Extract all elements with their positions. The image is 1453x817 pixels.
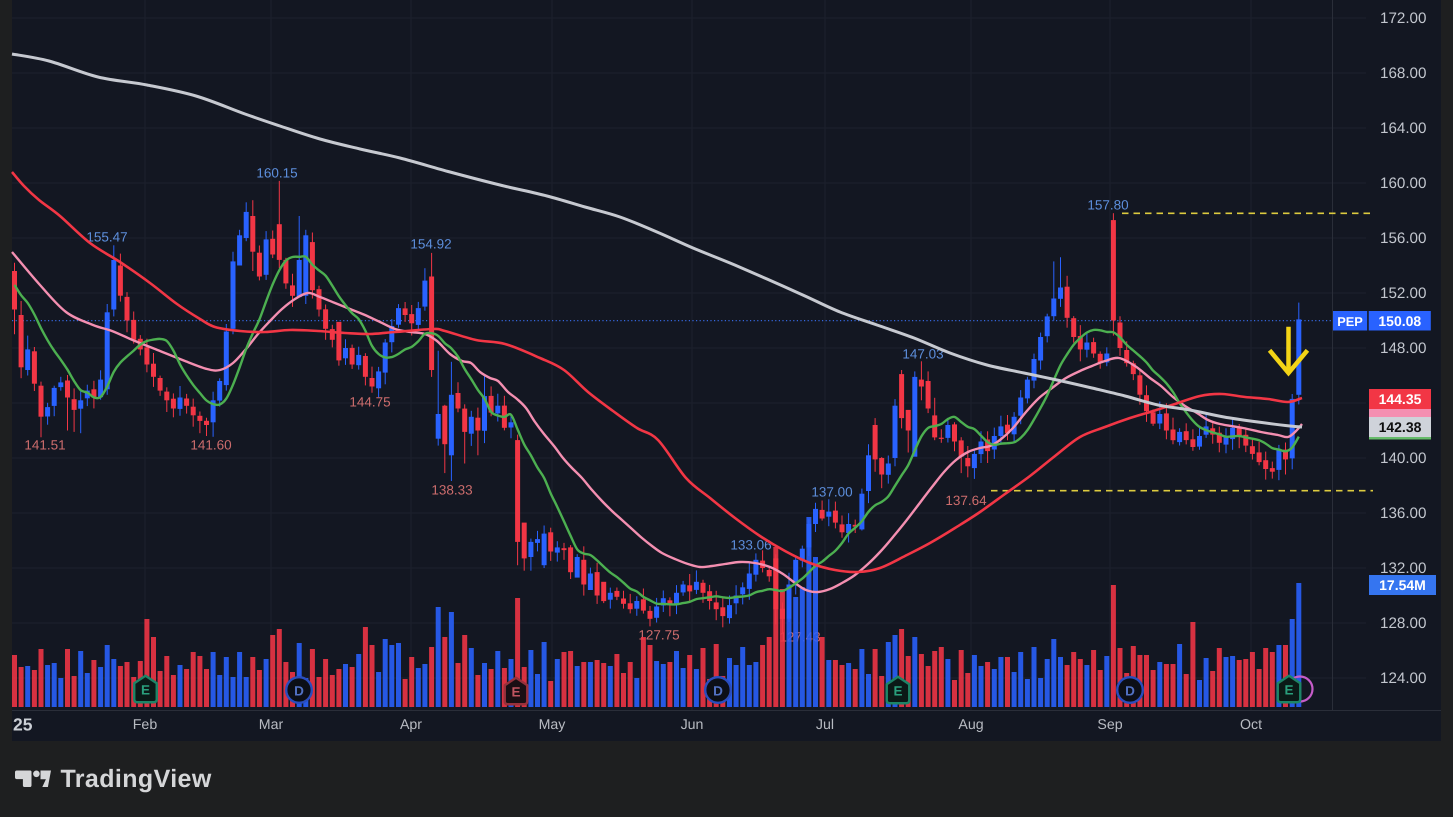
svg-text:147.03: 147.03 (902, 347, 943, 362)
svg-text:Aug: Aug (958, 717, 983, 733)
svg-text:E: E (1284, 683, 1293, 698)
svg-text:168.00: 168.00 (1380, 65, 1426, 82)
svg-text:Apr: Apr (400, 717, 422, 733)
svg-text:157.80: 157.80 (1087, 198, 1128, 213)
svg-text:D: D (294, 684, 304, 699)
svg-text:132.00: 132.00 (1380, 560, 1426, 577)
svg-text:124.00: 124.00 (1380, 670, 1426, 687)
svg-text:155.47: 155.47 (86, 230, 127, 245)
svg-text:May: May (539, 717, 567, 733)
svg-text:Oct: Oct (1240, 717, 1262, 733)
svg-text:TradingView: TradingView (61, 765, 212, 793)
svg-text:142.38: 142.38 (1379, 419, 1422, 435)
svg-text:D: D (1125, 684, 1135, 699)
svg-text:Jun: Jun (681, 717, 704, 733)
svg-text:138.33: 138.33 (431, 483, 472, 498)
svg-text:E: E (893, 684, 902, 699)
svg-text:148.00: 148.00 (1380, 340, 1426, 357)
svg-text:25: 25 (13, 715, 33, 735)
svg-text:141.51: 141.51 (24, 438, 65, 453)
svg-text:136.00: 136.00 (1380, 505, 1426, 522)
svg-text:Mar: Mar (259, 717, 284, 733)
svg-text:150.08: 150.08 (1378, 313, 1421, 329)
svg-text:Sep: Sep (1097, 717, 1122, 733)
svg-text:Feb: Feb (133, 717, 158, 733)
svg-text:17.54M: 17.54M (1379, 577, 1426, 593)
svg-text:172.00: 172.00 (1380, 10, 1426, 27)
svg-text:137.64: 137.64 (945, 493, 987, 508)
svg-text:127.75: 127.75 (638, 628, 679, 643)
svg-text:156.00: 156.00 (1380, 230, 1426, 247)
svg-text:Jul: Jul (816, 717, 834, 733)
svg-text:152.00: 152.00 (1380, 285, 1426, 302)
svg-text:144.75: 144.75 (349, 395, 390, 410)
svg-text:133.06: 133.06 (730, 538, 771, 553)
svg-text:144.35: 144.35 (1379, 391, 1422, 407)
svg-text:154.92: 154.92 (410, 237, 451, 252)
svg-text:141.60: 141.60 (190, 438, 231, 453)
svg-text:164.00: 164.00 (1380, 120, 1426, 137)
svg-text:E: E (141, 683, 150, 698)
svg-text:128.00: 128.00 (1380, 615, 1426, 632)
svg-text:PEP: PEP (1337, 314, 1363, 329)
svg-text:E: E (511, 685, 520, 700)
svg-text:137.00: 137.00 (811, 485, 852, 500)
svg-text:140.00: 140.00 (1380, 450, 1426, 467)
svg-text:160.00: 160.00 (1380, 175, 1426, 192)
svg-text:D: D (713, 684, 723, 699)
svg-text:160.15: 160.15 (256, 166, 297, 181)
